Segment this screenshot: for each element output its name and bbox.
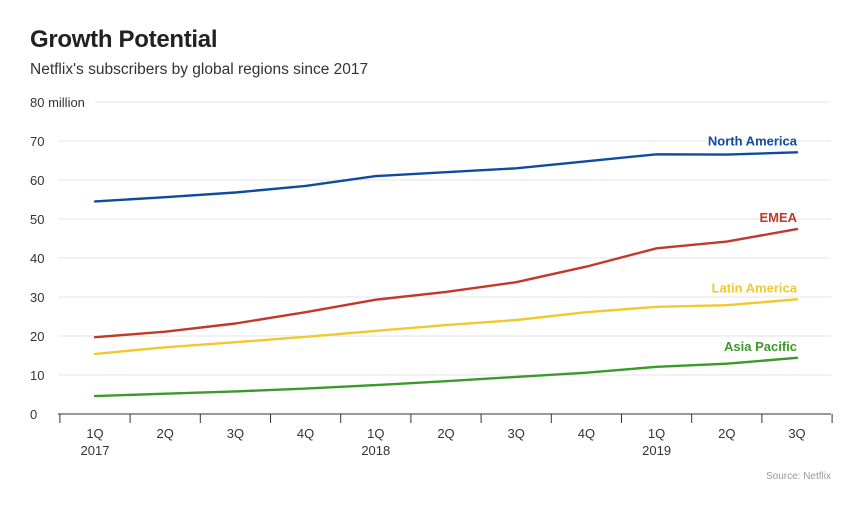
series-line-asia-pacific xyxy=(93,356,799,398)
y-tick-label: 30 xyxy=(30,290,44,305)
series-labels: North America EMEA Latin America Asia Pacif… xyxy=(708,133,798,354)
series-line-latin-america xyxy=(93,298,799,356)
series-label-latin-america: Latin America xyxy=(712,280,798,295)
y-tick-label: 40 xyxy=(30,251,44,266)
axes: 0 10 20 30 40 50 60 70 1Q 2Q 3Q 4Q 1Q 2Q 3Q 4Q 1Q 2Q 3Q 201… xyxy=(30,134,833,458)
x-year-label: 2017 xyxy=(81,443,110,458)
x-tick-label: 1Q xyxy=(367,426,384,441)
y-tick-label: 50 xyxy=(30,212,44,227)
x-tick-label: 2Q xyxy=(718,426,735,441)
x-year-label: 2018 xyxy=(361,443,390,458)
series-line-north-america xyxy=(93,151,799,203)
x-tick-label: 3Q xyxy=(227,426,244,441)
series-label-emea: EMEA xyxy=(759,210,797,225)
source-note: Source: Netflix xyxy=(766,471,831,482)
x-tick-label: 3Q xyxy=(788,426,805,441)
gridlines xyxy=(58,101,831,376)
y-tick-label: 70 xyxy=(30,134,44,149)
y-tick-label: 0 xyxy=(30,407,37,422)
x-tick-label: 3Q xyxy=(508,426,525,441)
x-tick-label: 2Q xyxy=(437,426,454,441)
series-lines xyxy=(93,151,799,398)
x-tick-label: 2Q xyxy=(157,426,174,441)
y-unit-label: 80 million xyxy=(30,95,85,110)
x-year-label: 2019 xyxy=(642,443,671,458)
series-label-asia-pacific: Asia Pacific xyxy=(724,339,797,354)
chart-title: Growth Potential xyxy=(30,26,218,53)
y-tick-label: 10 xyxy=(30,368,44,383)
x-tick-label: 4Q xyxy=(297,426,314,441)
x-tick-label: 1Q xyxy=(86,426,103,441)
x-tick-label: 1Q xyxy=(648,426,665,441)
y-tick-label: 60 xyxy=(30,173,44,188)
series-line-emea xyxy=(93,227,799,339)
x-tick-label: 4Q xyxy=(578,426,595,441)
series-label-north-america: North America xyxy=(708,133,798,148)
y-tick-label: 20 xyxy=(30,329,44,344)
chart-subtitle: Netflix's subscribers by global regions … xyxy=(30,61,369,78)
